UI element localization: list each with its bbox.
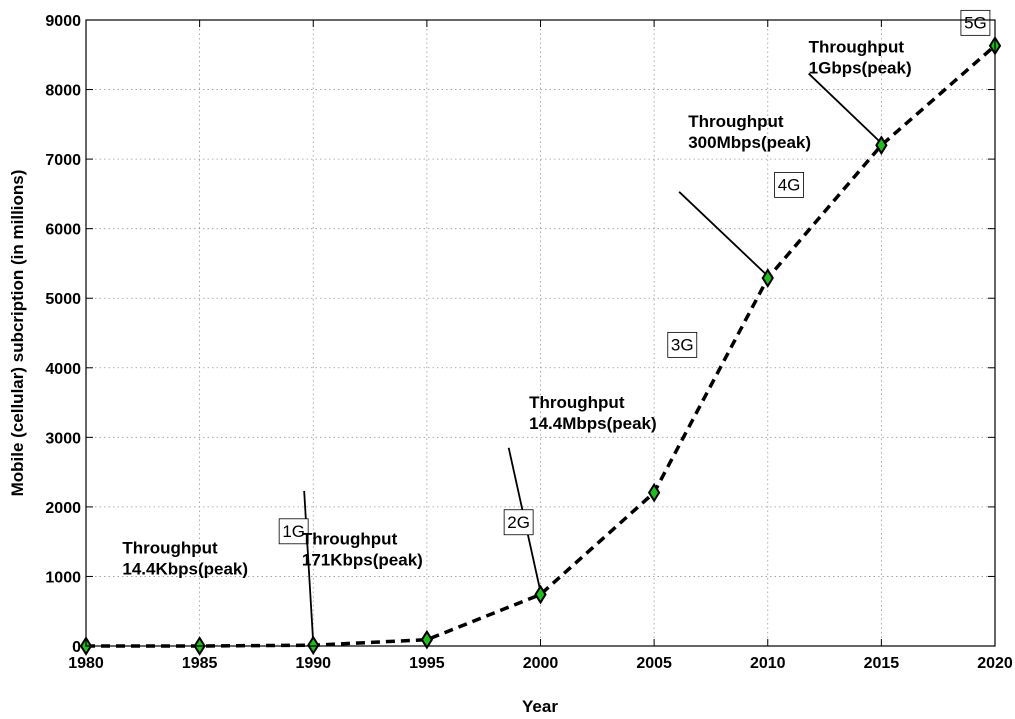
y-tick-label: 2000	[45, 500, 81, 517]
y-axis-title: Mobile (cellular) subcription (in millio…	[8, 170, 27, 497]
x-axis: 1980 1985 1990 1995 2000 2005 2010 2015 2020	[68, 20, 1013, 672]
y-tick-label: 7000	[45, 152, 81, 169]
x-tick-label: 2010	[750, 655, 786, 672]
throughput-label: Throughput 300Mbps(peak)	[688, 112, 811, 152]
y-tick-label: 1000	[45, 569, 81, 586]
throughput-label: Throughput 1Gbps(peak)	[809, 38, 912, 78]
data-point	[534, 584, 547, 605]
generation-label: 4G	[778, 175, 801, 194]
plot-area-frame	[85, 19, 996, 647]
x-tick-label: 1980	[68, 655, 104, 672]
generation-label-box: 1G	[278, 518, 309, 545]
annotation-pointer-line	[678, 191, 769, 277]
generation-label-box: 5G	[960, 9, 991, 36]
x-tick-label: 1990	[295, 655, 331, 672]
y-tick-label: 0	[72, 639, 81, 656]
throughput-label: Throughput 14.4Kbps(peak)	[122, 538, 248, 578]
x-tick-label: 2005	[636, 655, 672, 672]
generation-label: 1G	[282, 522, 305, 541]
annotation-pointers	[303, 72, 882, 644]
generation-label: 5G	[964, 13, 987, 32]
annotation-pointer-line	[303, 490, 315, 644]
data-point	[420, 629, 434, 650]
y-tick-label: 3000	[45, 430, 81, 447]
x-tick-label: 2000	[523, 655, 559, 672]
y-tick-label: 4000	[45, 361, 81, 378]
generation-label: 2G	[507, 513, 530, 532]
x-tick-label: 2020	[977, 655, 1013, 672]
y-tick-label: 6000	[45, 222, 81, 239]
annotation-pointer-line	[808, 72, 882, 144]
throughput-label: Throughput 171Kbps(peak)	[302, 529, 423, 569]
data-point	[307, 635, 320, 656]
y-tick-label: 9000	[45, 13, 81, 30]
x-tick-label: 1995	[409, 655, 445, 672]
y-axis: 0 1000 2000 3000 4000 5000 6000 7000 8000 9000	[45, 13, 995, 656]
data-point	[875, 135, 888, 156]
grid	[86, 20, 995, 646]
generation-label-box: 2G	[503, 509, 534, 536]
data-point	[647, 482, 661, 503]
y-tick-label: 8000	[45, 83, 81, 100]
x-tick-label: 1985	[182, 655, 218, 672]
generation-label-box: 3G	[667, 331, 698, 358]
data-point	[761, 268, 774, 288]
x-tick-label: 2015	[864, 655, 900, 672]
generation-label: 3G	[671, 335, 694, 354]
throughput-label: Throughput 14.4Mbps(peak)	[529, 393, 657, 433]
y-tick-label: 5000	[45, 291, 81, 308]
generation-label-box: 4G	[774, 172, 804, 198]
x-axis-title: Year	[522, 697, 558, 716]
